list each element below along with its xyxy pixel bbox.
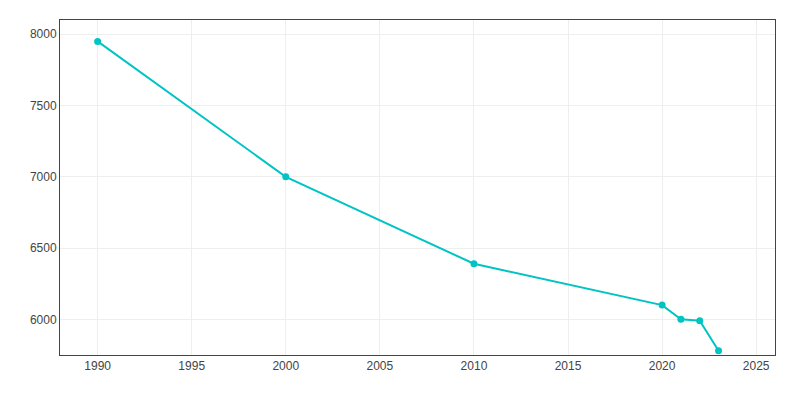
svg-text:2020: 2020	[649, 359, 676, 373]
svg-text:1995: 1995	[178, 359, 205, 373]
svg-text:7000: 7000	[30, 170, 57, 184]
svg-text:6500: 6500	[30, 241, 57, 255]
svg-text:8000: 8000	[30, 27, 57, 41]
svg-text:1990: 1990	[84, 359, 111, 373]
svg-text:2000: 2000	[272, 359, 299, 373]
svg-text:2015: 2015	[555, 359, 582, 373]
svg-text:7500: 7500	[30, 99, 57, 113]
svg-text:2025: 2025	[743, 359, 770, 373]
svg-text:2010: 2010	[461, 359, 488, 373]
svg-text:6000: 6000	[30, 313, 57, 327]
svg-text:2005: 2005	[367, 359, 394, 373]
